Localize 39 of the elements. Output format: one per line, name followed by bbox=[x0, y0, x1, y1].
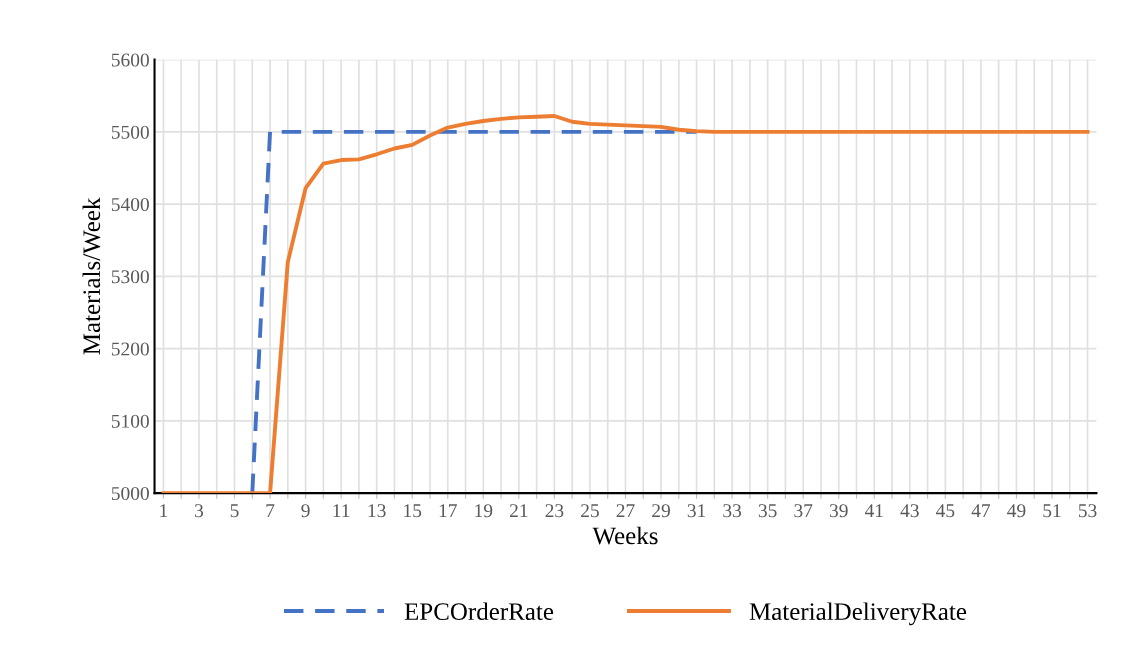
x-tick-label: 47 bbox=[971, 504, 991, 518]
x-tick-label: 27 bbox=[616, 504, 635, 518]
x-tick-label: 29 bbox=[652, 504, 670, 518]
x-tick-label: 7 bbox=[266, 504, 275, 518]
y-tick-label: 5200 bbox=[111, 342, 149, 356]
x-tick-label: 37 bbox=[794, 504, 813, 518]
x-tick-label: 23 bbox=[545, 504, 564, 518]
legend-label: EPCOrderRate bbox=[404, 602, 554, 621]
x-tick-label: 5 bbox=[230, 504, 239, 518]
y-tick-label: 5100 bbox=[111, 414, 149, 428]
x-tick-label: 39 bbox=[829, 504, 848, 518]
x-tick-label: 11 bbox=[333, 504, 350, 518]
x-tick-label: 45 bbox=[936, 504, 955, 518]
x-tick-label: 21 bbox=[509, 504, 528, 518]
x-tick-label: 13 bbox=[368, 504, 386, 518]
y-tick-label: 5000 bbox=[111, 486, 149, 501]
x-tick-label: 9 bbox=[301, 504, 310, 518]
x-tick-label: 49 bbox=[1007, 504, 1026, 518]
x-tick-label: 43 bbox=[900, 504, 919, 518]
y-tick-label: 5400 bbox=[111, 197, 149, 212]
x-tick-label: 33 bbox=[723, 504, 742, 518]
x-axis-title: Weeks bbox=[592, 526, 658, 545]
line-series bbox=[161, 114, 1090, 494]
x-tick-label: 19 bbox=[475, 504, 493, 518]
y-tick-label: 5500 bbox=[111, 125, 149, 139]
y-tick-label: 5600 bbox=[111, 53, 149, 67]
x-tick-label: 53 bbox=[1078, 504, 1097, 518]
x-tick-label: 35 bbox=[758, 504, 777, 518]
x-tick-label: 3 bbox=[195, 504, 204, 518]
x-tick-label: 41 bbox=[864, 504, 883, 518]
x-tick-label: 17 bbox=[439, 504, 457, 518]
x-tick-label: 25 bbox=[581, 504, 599, 518]
y-axis-title: Materials/Week bbox=[82, 197, 101, 355]
x-tick-label: 31 bbox=[687, 504, 706, 518]
x-tick-label: 51 bbox=[1043, 504, 1061, 518]
x-tick-label: 15 bbox=[404, 504, 422, 518]
y-tick-label: 5300 bbox=[111, 270, 149, 284]
x-tick-label: 1 bbox=[160, 504, 168, 518]
legend-label: MaterialDeliveryRate bbox=[749, 602, 967, 626]
